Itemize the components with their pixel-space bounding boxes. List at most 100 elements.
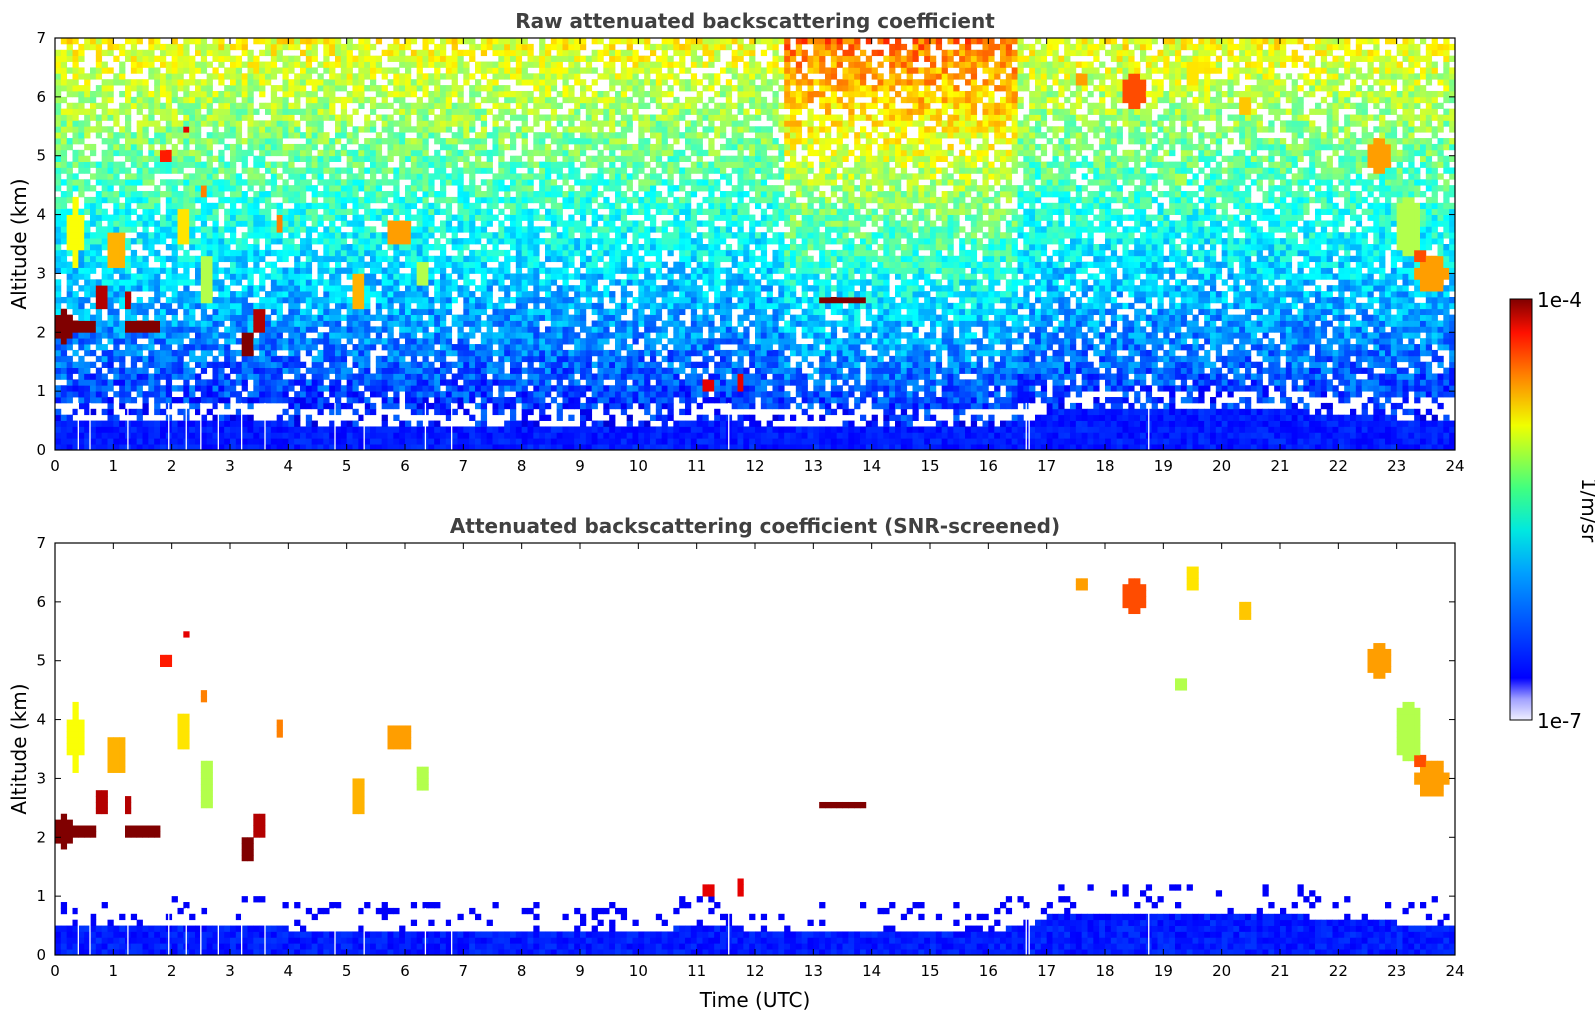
heatmap-cell: [130, 361, 138, 368]
heatmap-cell: [235, 308, 243, 316]
heatmap-cell: [521, 90, 528, 98]
heatmap-cell: [224, 196, 231, 204]
heatmap-cell: [154, 361, 161, 368]
heatmap-cell: [265, 232, 272, 239]
heatmap-cell: [410, 308, 418, 316]
heatmap-cell: [428, 220, 435, 227]
heatmap-cell: [434, 320, 441, 327]
heatmap-cell: [294, 432, 301, 439]
heatmap-cell: [177, 261, 184, 268]
heatmap-cell: [276, 214, 283, 221]
heatmap-cell: [375, 138, 383, 145]
heatmap-cell: [265, 397, 272, 404]
heatmap-cell: [119, 255, 126, 263]
heatmap-cell: [212, 267, 219, 274]
heatmap-cell: [405, 255, 412, 263]
heatmap-cell: [195, 43, 202, 51]
heatmap-cell: [527, 344, 534, 351]
heatmap-cell: [288, 285, 295, 292]
heatmap-cell: [387, 332, 394, 339]
heatmap-cell: [160, 238, 167, 245]
heatmap-cell: [492, 96, 499, 104]
heatmap-cell: [294, 426, 301, 433]
heatmap-cell: [136, 191, 143, 198]
heatmap-cell: [183, 385, 190, 392]
heatmap-cell: [510, 49, 517, 57]
heatmap-cell: [545, 308, 552, 316]
heatmap-cell: [492, 191, 499, 198]
heatmap-cell: [335, 385, 342, 392]
heatmap-cell: [165, 73, 173, 80]
heatmap-cell: [66, 344, 73, 351]
heatmap-cell: [405, 214, 412, 221]
heatmap-cell: [294, 279, 301, 286]
heatmap-cell: [119, 79, 126, 86]
heatmap-cell: [422, 232, 429, 239]
heatmap-cell: [282, 379, 289, 386]
heatmap-cell: [60, 196, 68, 204]
heatmap-cell: [457, 90, 464, 98]
heatmap-cell: [317, 79, 324, 86]
heatmap-cell: [78, 320, 85, 327]
heatmap-cell: [440, 279, 447, 286]
heatmap-cell: [259, 444, 266, 451]
heatmap-cell: [515, 126, 523, 133]
heatmap-cell: [119, 338, 126, 345]
heatmap-cell: [364, 38, 371, 45]
heatmap-cell: [323, 185, 330, 192]
heatmap-cell: [72, 302, 79, 310]
heatmap-cell: [206, 326, 213, 333]
heatmap-cell: [469, 373, 476, 380]
heatmap-cell: [265, 132, 272, 139]
heatmap-cell: [521, 344, 528, 351]
heatmap-cell: [171, 261, 178, 268]
heatmap-cell: [521, 308, 528, 316]
heatmap-cell: [177, 302, 184, 310]
heatmap-cell: [119, 202, 126, 210]
heatmap-cell: [154, 285, 161, 292]
heatmap-cell: [340, 238, 348, 245]
heatmap-cell: [171, 220, 178, 227]
heatmap-cell: [434, 338, 441, 345]
heatmap-cell: [200, 43, 208, 51]
heatmap-cell: [95, 102, 103, 110]
heatmap-cell: [218, 55, 225, 62]
heatmap-cell: [340, 291, 348, 298]
heatmap-cell: [393, 226, 400, 233]
heatmap-cell: [463, 61, 470, 68]
heatmap-cell: [265, 220, 272, 227]
heatmap-cell: [235, 391, 243, 398]
heatmap-cell: [399, 79, 406, 86]
heatmap-cell: [311, 379, 318, 386]
heatmap-cell: [440, 120, 447, 127]
heatmap-cell: [445, 285, 453, 292]
heatmap-cell: [451, 285, 458, 292]
heatmap-cell: [113, 161, 120, 168]
heatmap-cell: [90, 38, 97, 45]
heatmap-cell: [200, 238, 208, 245]
heatmap-cell: [358, 249, 365, 257]
heatmap-cell: [125, 191, 132, 198]
heatmap-cell: [101, 79, 108, 86]
heatmap-cell: [235, 379, 243, 386]
heatmap-cell: [410, 426, 418, 433]
heatmap-cell: [305, 432, 313, 439]
heatmap-cell: [119, 167, 126, 174]
heatmap-cell: [527, 367, 534, 374]
heatmap-cell: [556, 361, 563, 368]
heatmap-cell: [393, 285, 400, 292]
heatmap-cell: [375, 208, 383, 215]
heatmap-cell: [527, 179, 534, 186]
heatmap-cell: [405, 385, 412, 392]
heatmap-cell: [107, 349, 114, 357]
heatmap-cell: [434, 444, 441, 451]
heatmap-cell: [492, 67, 499, 74]
heatmap-cell: [247, 85, 254, 92]
heatmap-cell: [125, 220, 132, 227]
heatmap-cell: [562, 249, 569, 257]
heatmap-cell: [212, 232, 219, 239]
heatmap-cell: [434, 426, 441, 433]
heatmap-cell: [475, 426, 482, 433]
heatmap-cell: [300, 444, 307, 451]
heatmap-cell: [171, 191, 178, 198]
